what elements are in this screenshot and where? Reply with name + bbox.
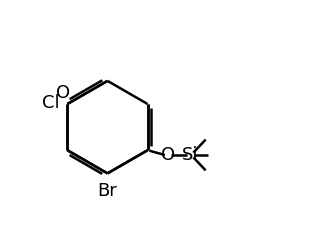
Text: O: O [55, 84, 70, 102]
Text: Si: Si [182, 146, 198, 164]
Text: O: O [161, 146, 175, 164]
Text: Br: Br [98, 182, 117, 200]
Text: Cl: Cl [42, 94, 59, 112]
